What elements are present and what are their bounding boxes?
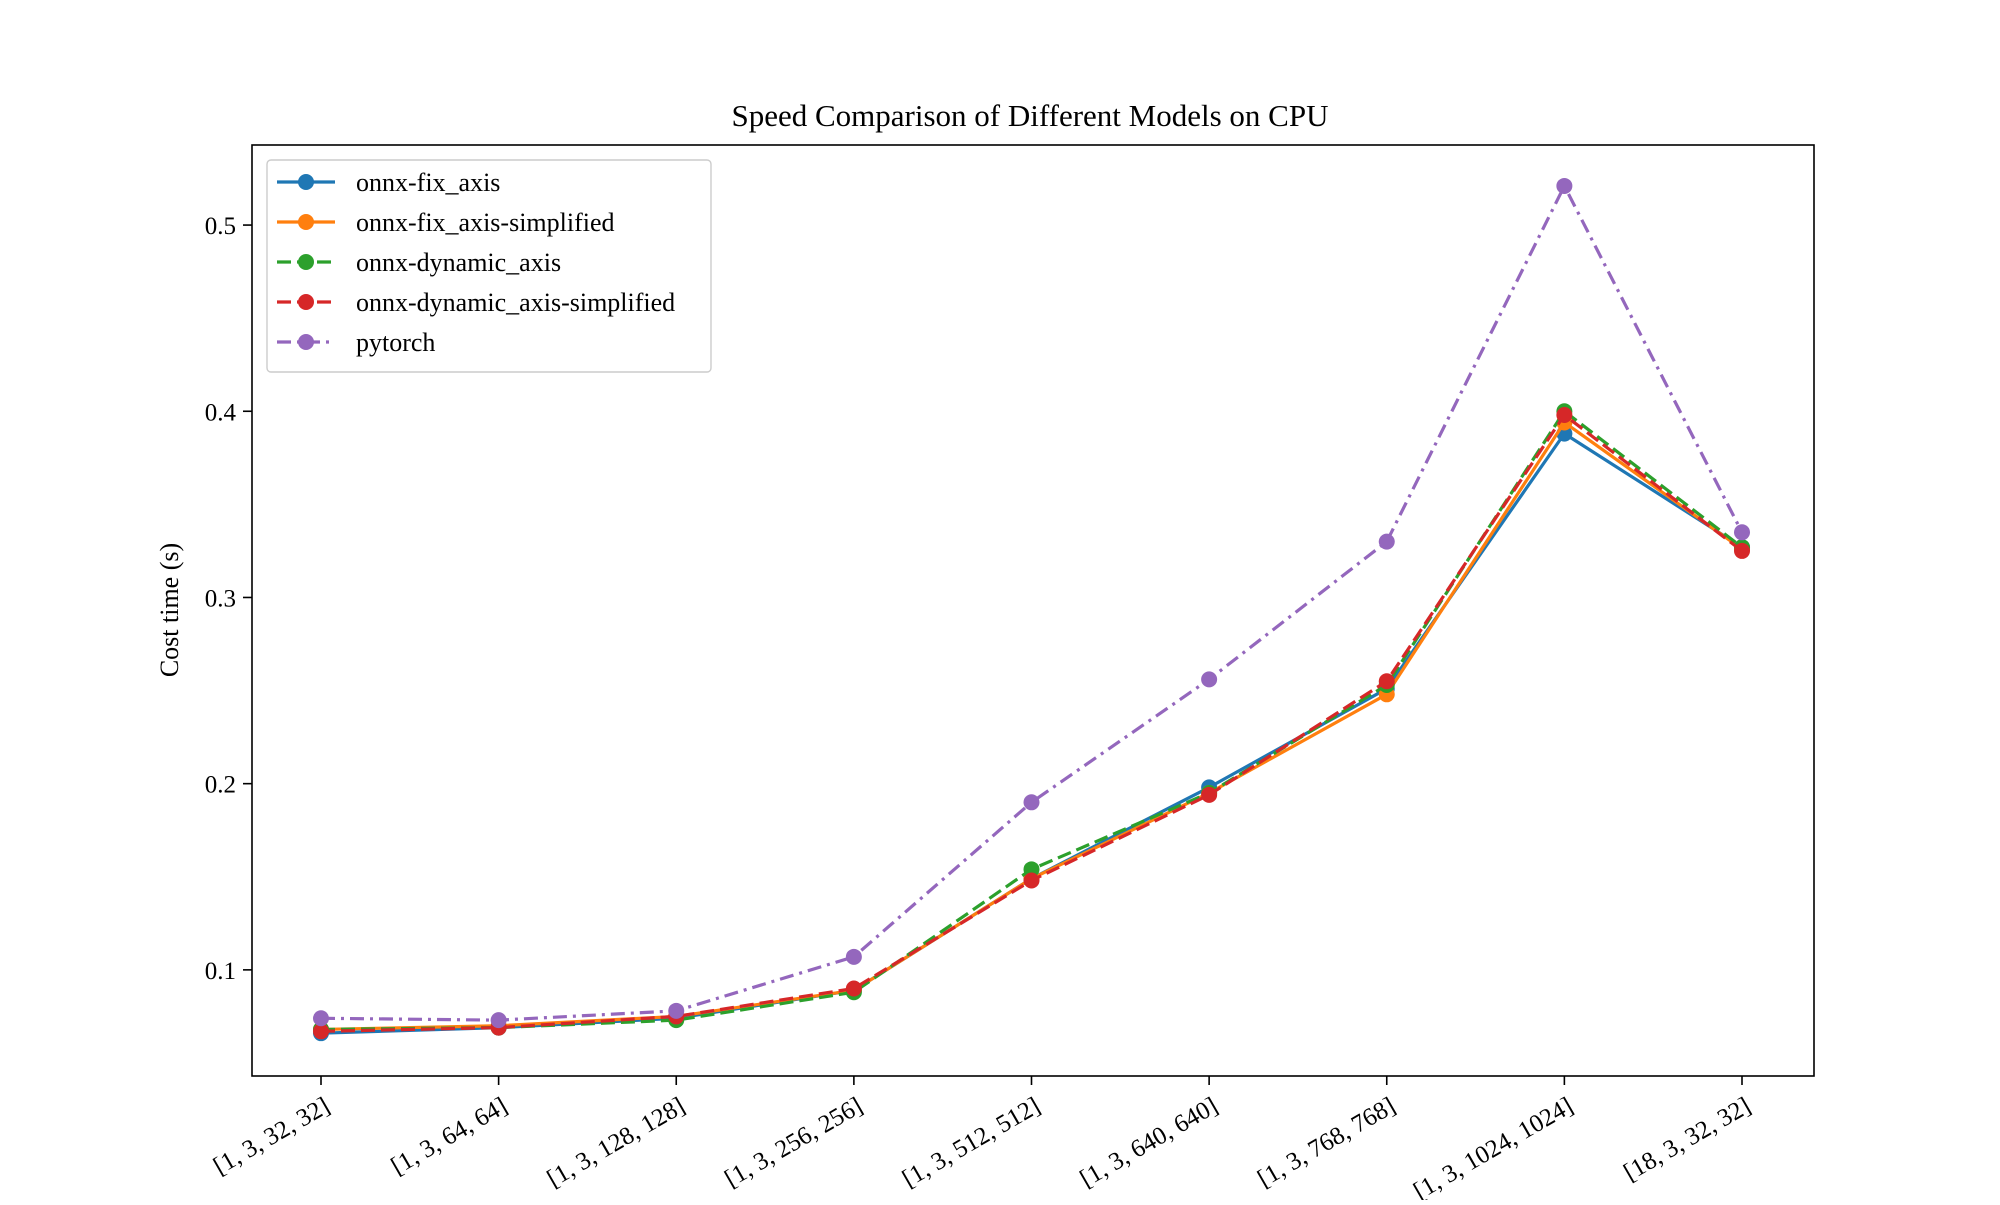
legend: onnx-fix_axis onnx-fix_axis-simplifiedonn…: [266, 159, 712, 373]
legend-label: onnx-dynamic_axis: [356, 248, 561, 277]
y-tick-label: 0.4: [205, 399, 237, 426]
legend-marker-onnx-dynamic_axis-simplified: [298, 294, 314, 310]
data-point-onnx-dynamic_axis-simplified: [1556, 406, 1573, 423]
legend-marker-onnx-fix_axis-simplified: [298, 214, 314, 230]
legend-label: pytorch: [356, 328, 435, 357]
chart-title: Speed Comparison of Different Models on …: [732, 98, 1329, 133]
y-tick-label: 0.3: [205, 585, 236, 612]
data-point-pytorch: [490, 1012, 507, 1029]
data-point-pytorch: [1201, 671, 1218, 688]
data-point-onnx-dynamic_axis-simplified: [1734, 542, 1750, 559]
y-tick-label: 0.1: [205, 958, 236, 985]
y-tick-label: 0.2: [205, 772, 236, 799]
data-point-pytorch: [845, 948, 862, 965]
data-point-pytorch: [1378, 533, 1395, 550]
data-point-onnx-dynamic_axis: [1023, 861, 1040, 878]
legend-label: onnx-dynamic_axis-simplified: [356, 288, 675, 317]
legend-marker-onnx-dynamic_axis: [298, 254, 314, 270]
data-point-onnx-dynamic_axis-simplified: [1378, 673, 1395, 690]
y-axis-ticks: 0.1 0.2 0.3 0.4 0.5: [205, 213, 252, 985]
data-point-pytorch: [1556, 177, 1573, 194]
legend-box: [266, 159, 712, 373]
y-axis-label: Cost time (s): [155, 543, 184, 677]
legend-marker-pytorch: [298, 334, 314, 350]
legend-marker-onnx-fix_axis: [298, 174, 314, 190]
data-point-pytorch: [1023, 794, 1040, 811]
data-point-onnx-dynamic_axis-simplified: [313, 1023, 329, 1040]
y-tick-label: 0.5: [205, 213, 236, 240]
legend-label: onnx-fix_axis-simplified: [356, 208, 615, 237]
data-point-pytorch: [1734, 524, 1750, 541]
plot-area: [313, 177, 1750, 1042]
data-point-onnx-dynamic_axis-simplified: [1023, 872, 1040, 889]
data-point-pytorch: [313, 1010, 329, 1027]
data-point-onnx-dynamic_axis-simplified: [1201, 786, 1218, 803]
legend-label: onnx-fix_axis: [356, 168, 500, 197]
data-point-pytorch: [668, 1002, 685, 1019]
data-point-onnx-dynamic_axis-simplified: [845, 980, 862, 997]
plot-frame: [251, 144, 1815, 1077]
